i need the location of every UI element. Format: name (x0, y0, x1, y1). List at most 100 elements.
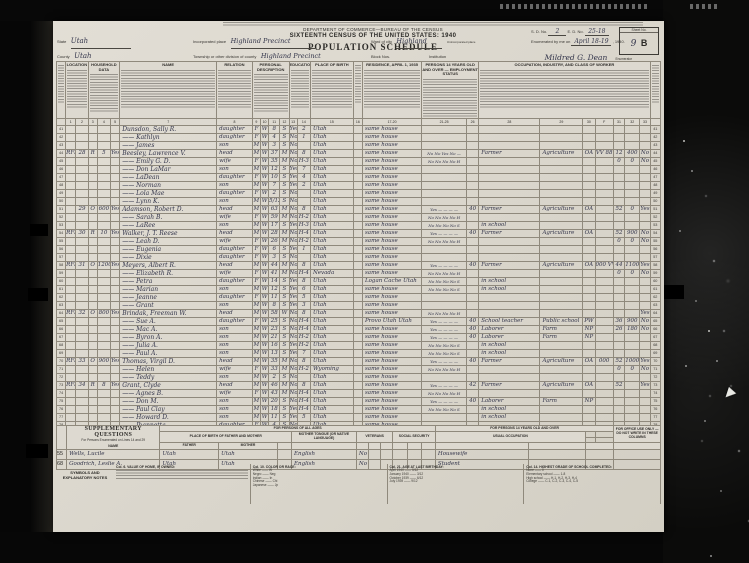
cell-emp: No No No No S (421, 276, 467, 286)
column-number: 2 (75, 117, 89, 126)
cell-inc (624, 244, 641, 254)
notes-line: College —— C-1, C-2, C-3, C-4, C-5 (526, 479, 578, 484)
cell-age: 20 (268, 396, 281, 406)
cell-sch: No (288, 316, 298, 326)
cell-race: W (259, 364, 270, 374)
supp-cell-line: 68 (55, 458, 68, 470)
table-row: 46 —— Don LaMarsonMW12SYes7Utah same house… (55, 164, 662, 174)
cell-street (65, 252, 77, 262)
cell-mar: M (279, 380, 290, 390)
cell-race: W (259, 244, 270, 254)
cell-relation: daughter (216, 172, 253, 182)
cell-street: RFD (65, 260, 77, 270)
cell-mar: M (279, 364, 290, 374)
cell-sex: F (251, 172, 261, 182)
cell-occ: Farmer (478, 356, 541, 366)
cell-grade: 1 (296, 244, 311, 254)
cell-hrs (465, 124, 480, 134)
cell-grade: H-4 (296, 228, 311, 238)
supp-cell-name: Wells, Lucile (66, 448, 161, 460)
cell-grade: 4 (296, 172, 311, 182)
cell-code (594, 284, 614, 294)
cell-pob: Utah (309, 140, 354, 150)
cell-inc: 0 (624, 156, 641, 166)
cell-grade: 2 (296, 180, 311, 190)
cell-cit (352, 332, 363, 342)
cell-ind (539, 404, 584, 414)
cell-cit (352, 188, 363, 198)
notes-line: Negro —— Neg (252, 471, 276, 476)
cell-sex: M (251, 220, 261, 230)
cell-street (65, 172, 77, 182)
cell-ind (539, 276, 584, 286)
cell-house (75, 292, 89, 302)
cell-cit (352, 148, 363, 158)
cell-mar: M (279, 204, 290, 214)
cell-cit (352, 316, 363, 326)
table-row: 42 —— Kathlyn daughter F W 4 S No 1 Utah same hous… (55, 132, 662, 142)
table-row: 55 —— Leah D. wife F W 26 M No H-2 Utah same house… (55, 236, 662, 246)
cell-occ (478, 124, 541, 134)
cell-race: W (259, 164, 270, 174)
cell-hrs: 40 (465, 324, 480, 334)
cell-cit (352, 140, 363, 150)
cell-farm (110, 268, 121, 278)
cell-wks (612, 388, 626, 398)
cell-cow (582, 308, 596, 318)
cell-street (65, 396, 77, 406)
cell-emp: Yes — — — — (421, 228, 467, 238)
table-row: 67 —— Byron A. son M W 21 S No H-2 Utah same house… (55, 332, 662, 342)
cell-age: 46 (268, 380, 281, 390)
cell-age: 3 (268, 140, 281, 150)
cell-oth (639, 396, 651, 406)
cell-house (75, 316, 89, 326)
fine-print-instructions (223, 22, 643, 26)
column-group-header (55, 61, 67, 119)
cell-code: VV 88 (594, 148, 614, 158)
cell-inc (624, 332, 641, 342)
notes-line: None —— 0 (526, 468, 544, 472)
cell-value (96, 324, 112, 334)
table-row: 54RFD30R10YesWalker, J. T. ReeseheadMW28… (55, 228, 662, 238)
cell-sch: No (288, 148, 298, 158)
cell-ln2: 51 (649, 204, 662, 214)
cell-hrs (465, 172, 480, 182)
cell-name: Beesley, Lawrence V. (119, 148, 218, 158)
cell-code (594, 300, 614, 310)
cell-cow: PW (582, 316, 596, 326)
cell-relation: head (216, 228, 253, 238)
cell-occ (478, 180, 541, 190)
cell-grade: 3 (296, 300, 311, 310)
cell-age: 12 (268, 284, 281, 294)
cell-street (65, 220, 77, 230)
cell-pob: Utah (309, 164, 354, 174)
cell-res: same house (361, 324, 423, 334)
cell-ln: 71 (55, 364, 67, 374)
cell-name: Meyers, Albert R. (119, 260, 218, 270)
cell-ind (539, 140, 584, 150)
cell-res: Provo Utah Utah (361, 316, 423, 326)
cell-cow (582, 140, 596, 150)
cell-wks (612, 348, 626, 358)
cell-hrs (465, 308, 480, 318)
cell-ln: 61 (55, 284, 67, 294)
cell-occ: in school (478, 412, 541, 422)
cell-sch: No (288, 236, 298, 246)
notes-line: January 1940 —— 3/12 (389, 471, 424, 476)
symbols-notes-section: SYMBOLS AND EXPLANATORY NOTES Col. 6. VA… (56, 464, 661, 504)
cell-sex: M (251, 164, 261, 174)
cell-sch: No (288, 364, 298, 374)
cell-oth (639, 404, 651, 414)
cell-grade: H-2 (296, 340, 311, 350)
cell-hrs (465, 252, 480, 262)
cell-ln: 59 (55, 268, 67, 278)
cell-hrs (465, 268, 480, 278)
cell-sch: Yes (288, 276, 298, 286)
cell-relation: son (216, 180, 253, 190)
cell-cow (582, 276, 596, 286)
cell-ln2: 53 (649, 220, 662, 230)
cell-cow: OA (582, 228, 596, 238)
cell-race: W (259, 124, 270, 134)
cell-name: —— Byron A. (119, 332, 218, 342)
cell-res: same house (361, 252, 423, 262)
